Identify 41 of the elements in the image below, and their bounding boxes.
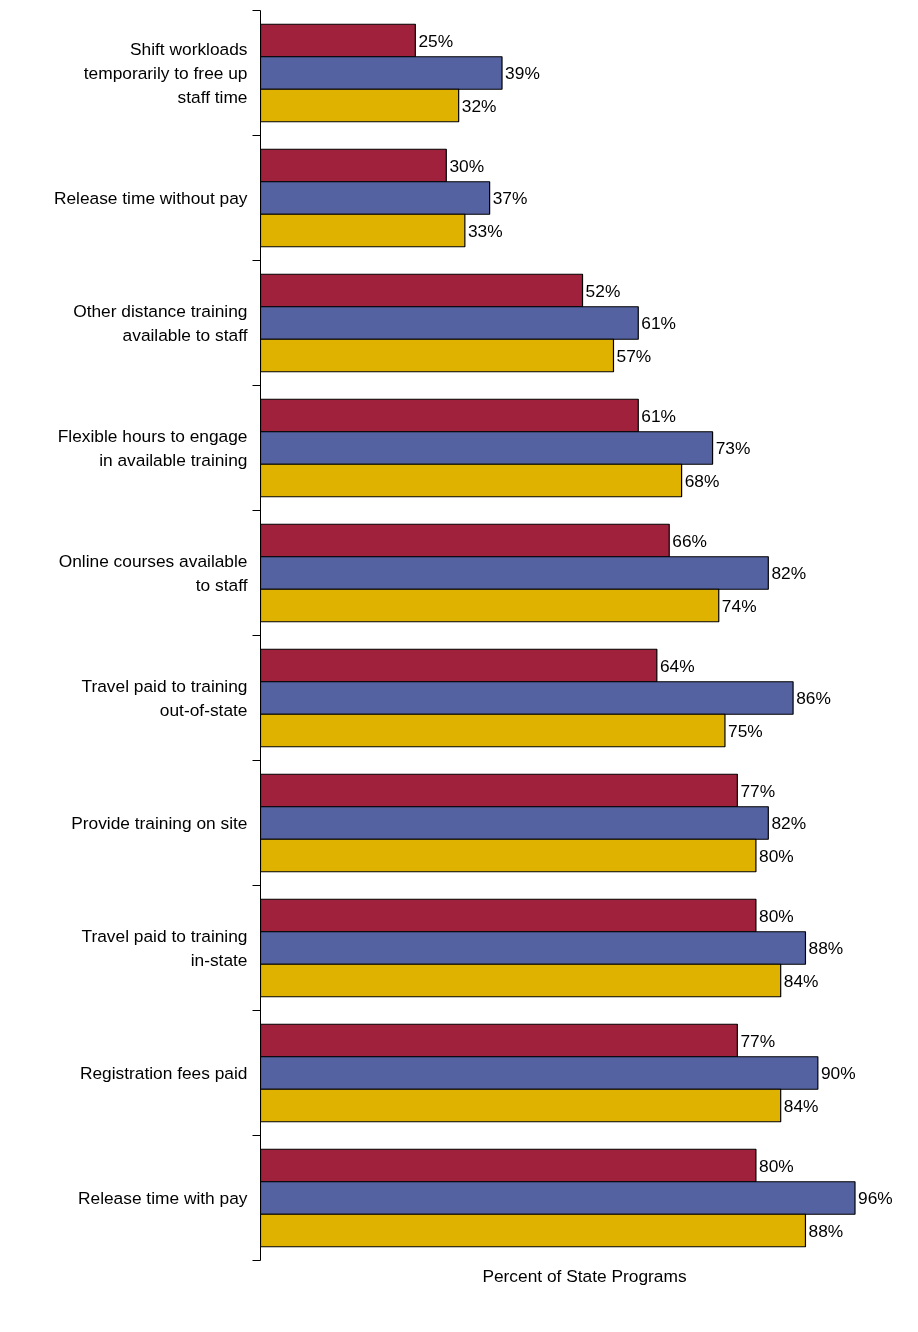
data-label: 73% [715,438,751,458]
data-label: 39% [505,63,540,83]
y-tick-label: Travel paid to training in-state [81,926,248,970]
data-label: 37% [492,188,528,208]
data-label: 74% [721,595,757,616]
data-label: 66% [672,530,707,551]
x-axis-title: Percent of State Programs [482,1265,687,1286]
data-label: 77% [740,780,776,801]
y-tick-label: Shift workloads temporarily to free up staff time [83,39,248,107]
data-label: 88% [808,938,844,958]
data-label: 96% [858,1188,893,1208]
data-label: 80% [759,905,794,926]
data-label: 84% [783,1095,819,1116]
data-label: 68% [684,470,720,491]
y-tick-label: Flexible hours to engage in available training [57,426,248,470]
data-label: 25% [418,30,454,51]
y-tick-label: Release time with pay [77,1188,248,1208]
data-label: 75% [728,720,763,741]
y-tick-label: Other distance training available to staff [73,301,248,345]
y-tick-label: Registration fees paid [79,1063,248,1083]
data-label: 84% [783,970,819,991]
data-label: 33% [467,220,503,241]
data-label: 86% [796,688,831,708]
data-label: 90% [820,1063,856,1083]
data-label: 52% [585,280,621,301]
data-label: 88% [808,1220,844,1241]
data-label: 64% [659,655,695,676]
data-label: 77% [740,1030,776,1051]
y-tick-label: Travel paid to training out-of-state [81,676,248,720]
y-tick-label: Online courses available to staff [58,551,248,595]
data-label: 57% [616,345,652,366]
data-label: 80% [759,1155,794,1176]
y-tick-label: Release time without pay [53,188,248,208]
data-label: 61% [641,313,677,333]
data-label: 32% [461,95,497,116]
y-tick-label: Provide training on site [71,813,248,833]
data-label: 30% [449,155,485,176]
data-label: 82% [771,563,807,583]
data-label: 80% [759,845,794,866]
data-label: 82% [771,813,807,833]
data-label: 61% [641,405,677,426]
